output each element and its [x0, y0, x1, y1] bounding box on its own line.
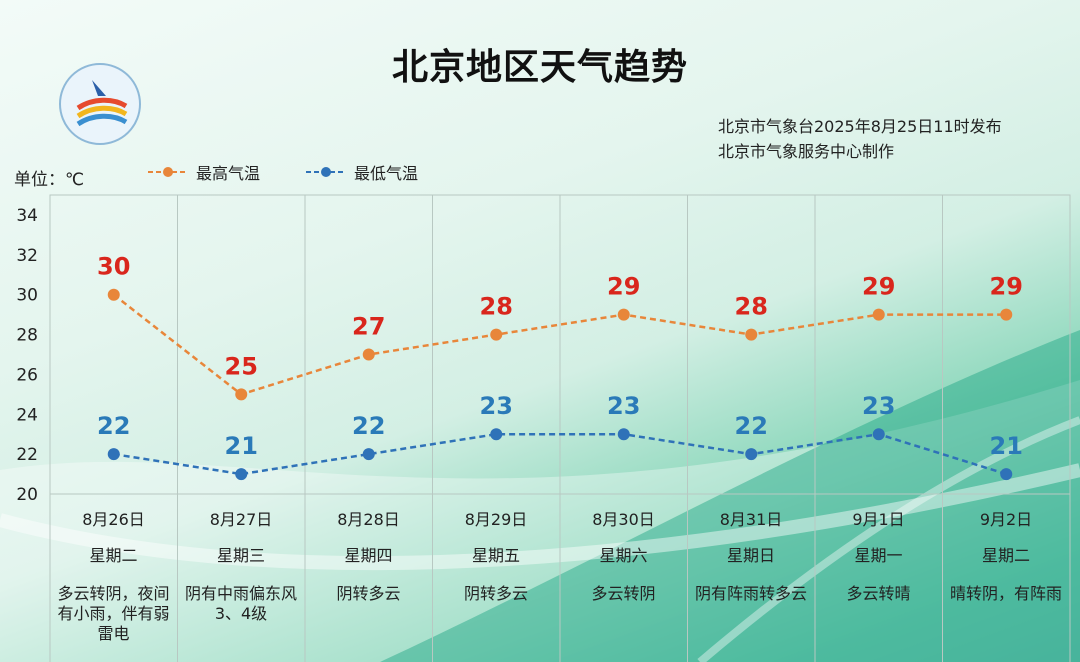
date-label: 8月31日: [719, 510, 783, 529]
data-point: [617, 428, 630, 441]
day-column: 8月26日星期二多云转阴，夜间有小雨，伴有弱雷电: [50, 508, 177, 644]
data-point: [107, 448, 120, 461]
legend-high-label: 最高气温: [196, 164, 261, 183]
data-label: 29: [990, 273, 1023, 301]
page-title: 北京地区天气趋势: [391, 47, 688, 88]
data-point: [1000, 308, 1013, 321]
day-column: 8月27日星期三阴有中雨偏东风3、4级: [178, 508, 305, 624]
legend-high-marker: [148, 167, 188, 177]
date-label: 8月28日: [337, 510, 400, 529]
series-line-high: [112, 293, 1007, 396]
date-label: 8月29日: [464, 510, 528, 529]
data-point: [745, 328, 758, 341]
unit-label: 单位：℃: [14, 170, 85, 190]
weekday-label: 星期二: [89, 546, 138, 565]
legend-low: 最低气温: [304, 160, 418, 184]
day-column: 8月30日星期六多云转阴: [560, 508, 687, 604]
weekday-label: 星期六: [599, 546, 648, 565]
data-label: 23: [607, 392, 640, 420]
date-label: 8月27日: [209, 510, 273, 529]
issuer-line: 北京市气象服务中心制作: [718, 142, 895, 161]
data-point: [872, 308, 885, 321]
y-tick-label: 28: [16, 326, 38, 346]
data-label: 23: [862, 392, 895, 420]
date-label: 9月2日: [979, 510, 1033, 529]
date-label: 8月26日: [82, 510, 145, 529]
weather-description: 多云转阴，夜间有小雨，伴有弱雷电: [57, 584, 170, 643]
data-label: 21: [225, 432, 258, 460]
data-label: 23: [480, 392, 513, 420]
date-label: 9月1日: [852, 510, 905, 529]
legend-low-marker: [306, 167, 346, 177]
data-point: [107, 288, 120, 301]
data-label: 22: [735, 412, 768, 440]
day-column: 8月29日星期五阴转多云: [433, 508, 560, 604]
y-tick-label: 20: [16, 485, 38, 505]
series-line-low: [113, 432, 1007, 476]
issuer-info: 北京市气象台2025年8月25日11时发布 北京市气象服务中心制作: [718, 114, 1002, 164]
data-point: [235, 468, 248, 481]
y-tick-label: 34: [16, 206, 38, 226]
data-point: [745, 448, 758, 461]
data-point: [490, 328, 503, 341]
data-label: 22: [97, 412, 130, 440]
data-point: [490, 428, 503, 441]
data-point: [617, 308, 630, 321]
data-label: 29: [862, 273, 895, 301]
weather-description: 多云转晴: [846, 584, 911, 603]
date-label: 8月30日: [592, 510, 655, 529]
weekday-label: 星期四: [344, 546, 393, 565]
weather-description: 晴转阴，有阵雨: [949, 584, 1062, 603]
weekday-label: 星期日: [726, 546, 775, 565]
data-point: [362, 448, 375, 461]
data-label: 21: [990, 432, 1023, 460]
data-label: 25: [225, 352, 258, 380]
day-column: 9月2日星期二晴转阴，有阵雨: [943, 508, 1070, 604]
y-tick-label: 24: [16, 405, 38, 425]
data-label: 30: [97, 253, 130, 281]
day-column: 8月31日星期日阴有阵雨转多云: [688, 508, 815, 604]
day-column: 9月1日星期一多云转晴: [815, 508, 942, 604]
legend-low-label: 最低气温: [354, 164, 419, 183]
issuer-line: 北京市气象台2025年8月25日11时发布: [718, 117, 1002, 136]
data-label: 29: [607, 273, 640, 301]
weather-description: 阴有阵雨转多云: [694, 584, 807, 603]
day-column: 8月28日星期四阴转多云: [305, 508, 432, 604]
data-point: [872, 428, 885, 441]
meteorological-service-logo: [59, 63, 141, 145]
y-tick-label: 26: [16, 365, 38, 385]
y-tick-label: 32: [16, 246, 38, 266]
weekday-label: 星期二: [981, 546, 1030, 565]
data-point: [1000, 468, 1013, 481]
data-label: 27: [352, 313, 385, 341]
data-label: 28: [480, 293, 513, 321]
legend-high: 最高气温: [146, 160, 260, 184]
data-label: 22: [352, 412, 385, 440]
weather-description: 多云转阴: [591, 584, 656, 603]
weekday-label: 星期五: [471, 546, 520, 565]
weekday-label: 星期一: [854, 546, 903, 565]
weather-description: 阴转多云: [336, 584, 401, 603]
data-point: [235, 388, 248, 401]
weekday-label: 星期三: [216, 546, 265, 565]
y-tick-label: 22: [16, 445, 38, 465]
data-label: 28: [735, 293, 768, 321]
y-tick-label: 30: [16, 286, 38, 306]
data-point: [362, 348, 375, 361]
weather-description: 阴有中雨偏东风3、4级: [184, 584, 297, 623]
weather-description: 阴转多云: [463, 584, 528, 603]
